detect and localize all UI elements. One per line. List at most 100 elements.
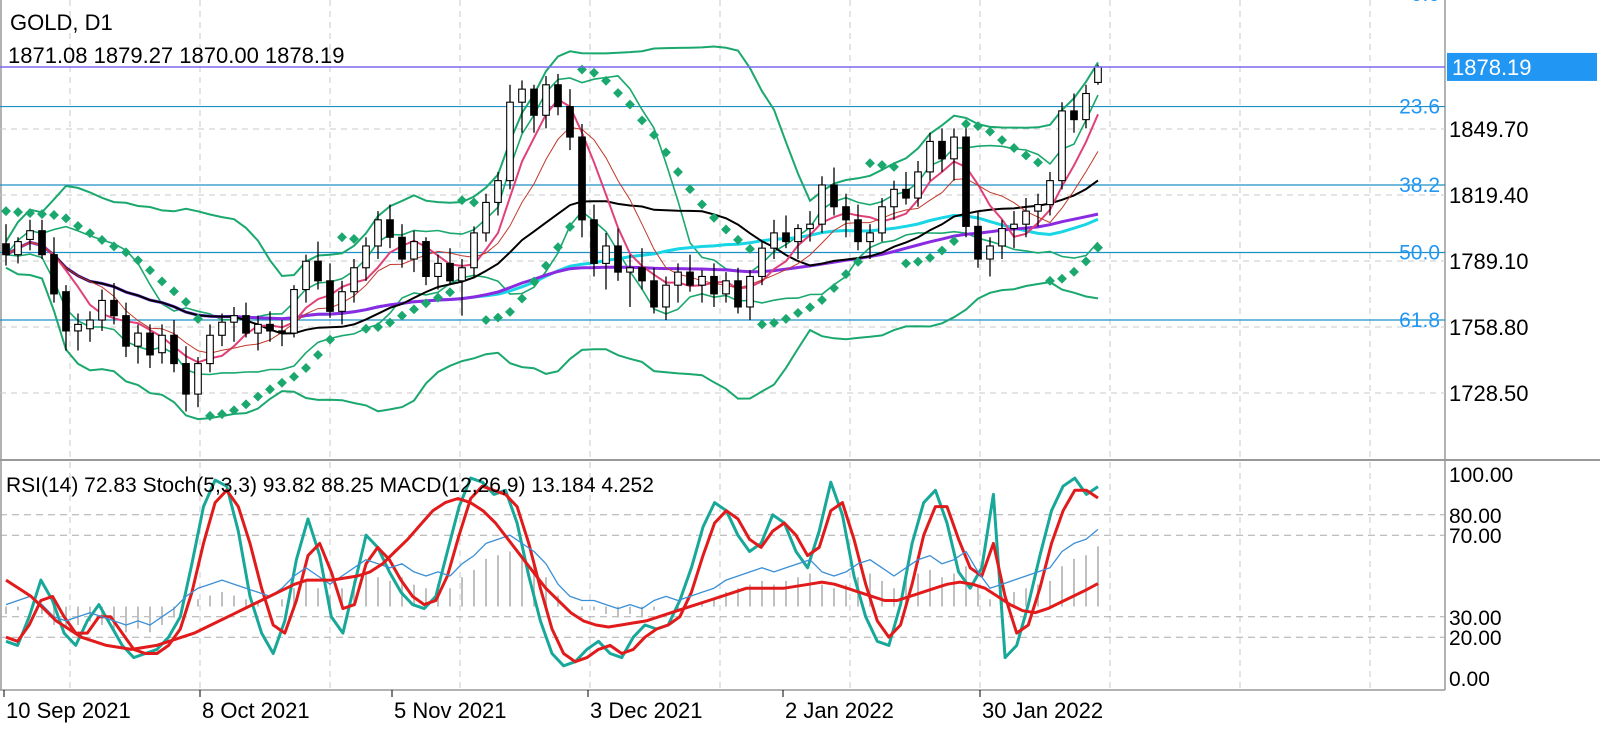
psar-dot	[337, 232, 347, 243]
candle-body	[530, 88, 538, 116]
psar-dot	[673, 167, 683, 177]
candle-body	[614, 245, 622, 273]
psar-dot	[361, 323, 371, 334]
fib-label: 23.6	[1399, 96, 1440, 119]
psar-dot	[397, 310, 407, 321]
last-price-label: 1878.19	[1452, 55, 1532, 80]
candle-body	[338, 291, 346, 312]
candle-body	[242, 315, 250, 334]
candle-body	[998, 227, 1006, 247]
psar-dot	[637, 115, 647, 126]
candle-body	[1058, 110, 1066, 182]
candle-body	[266, 323, 274, 332]
candle-body	[866, 232, 874, 243]
psar-dot	[541, 260, 551, 271]
fib-label: 50.0	[1399, 242, 1440, 265]
candle-body	[578, 136, 586, 221]
indicator-series-line	[5, 484, 1099, 664]
candle-body	[386, 219, 394, 238]
candle-body	[278, 330, 286, 334]
ma-cyan	[5, 213, 1099, 321]
psar-dot	[121, 247, 131, 258]
psar-dot	[829, 283, 839, 294]
psar-dot	[1021, 150, 1031, 161]
psar-dot	[865, 158, 875, 169]
ma-purple	[5, 212, 1099, 321]
psar-dot	[1033, 157, 1043, 168]
candle-body	[410, 241, 418, 260]
candle-body	[458, 267, 466, 282]
psar-dot	[565, 221, 575, 232]
psar-dot	[421, 298, 431, 309]
time-axis: 10 Sep 2021 8 Oct 2021 5 Nov 2021 3 Dec 202…	[3, 690, 1103, 723]
psar-dot	[289, 371, 299, 382]
candle-body	[122, 315, 130, 347]
time-tick-label: 5 Nov 2021	[394, 698, 507, 723]
candle-body	[290, 288, 298, 334]
psar-dot	[37, 209, 47, 220]
psar-dot	[625, 99, 635, 110]
psar-dot	[193, 313, 203, 324]
indicator-tick-label: 0.00	[1449, 668, 1490, 691]
candle-body	[854, 219, 862, 243]
candle-body	[914, 171, 922, 199]
fib-label: 0.0	[1411, 0, 1440, 6]
psar-dot	[325, 334, 335, 345]
candle-body	[710, 275, 718, 295]
candle-body	[818, 184, 826, 225]
indicator-tick-label: 100.00	[1449, 464, 1513, 487]
candle-body	[674, 271, 682, 286]
candle-body	[314, 260, 322, 282]
candle-body	[110, 299, 118, 317]
candle-body	[950, 136, 958, 160]
candle-body	[878, 206, 886, 234]
candle-body	[62, 291, 70, 332]
psar-dot	[385, 317, 395, 328]
candle-body	[758, 247, 766, 278]
psar-dot	[145, 265, 155, 276]
psar-dot	[301, 363, 311, 373]
price-tick-label: 1789.10	[1449, 249, 1529, 274]
candle-body	[26, 230, 34, 240]
psar-dot	[769, 317, 779, 328]
psar-dot	[253, 391, 263, 402]
psar-dot	[481, 315, 491, 325]
indicator-series-line	[5, 528, 1099, 626]
psar-dot	[997, 135, 1007, 146]
psar-dot	[577, 64, 587, 75]
candle-body	[722, 280, 730, 295]
indicator-tick-label: 70.00	[1449, 525, 1502, 548]
psar-dot	[505, 306, 515, 317]
psar-dot	[133, 255, 143, 266]
candle-body	[1010, 223, 1018, 230]
candle-body	[746, 275, 754, 308]
psar-dot	[277, 377, 287, 388]
psar-dot	[49, 210, 59, 220]
time-tick-label: 3 Dec 2021	[590, 698, 703, 723]
price-axis: 1849.70 1819.40 1789.10 1758.80 1728.50 100.0…	[1449, 117, 1529, 691]
time-tick-label: 10 Sep 2021	[6, 698, 131, 723]
candle-body	[350, 267, 358, 293]
psar-dot	[1009, 143, 1019, 153]
psar-dot	[157, 276, 167, 287]
psar-dot	[229, 405, 239, 416]
candlesticks[interactable]	[2, 64, 1102, 412]
psar-dot	[1093, 242, 1103, 253]
psar-dot	[913, 256, 923, 267]
candle-body	[2, 243, 10, 256]
candle-body	[518, 88, 526, 103]
candle-body	[926, 140, 934, 173]
bb-upper	[5, 45, 1099, 278]
candle-body	[482, 201, 490, 234]
candle-body	[362, 245, 370, 269]
psar-dot	[469, 197, 479, 208]
bb-inner-lower	[5, 210, 1099, 376]
fibonacci-levels: 23.6 38.2 50.0 61.8 0.0	[0, 0, 1445, 332]
psar-dot	[613, 88, 623, 98]
candle-body	[326, 280, 334, 312]
candle-body	[182, 363, 190, 395]
moving-averages	[5, 98, 1099, 364]
candle-body	[158, 334, 166, 354]
fib-label: 38.2	[1399, 174, 1440, 197]
